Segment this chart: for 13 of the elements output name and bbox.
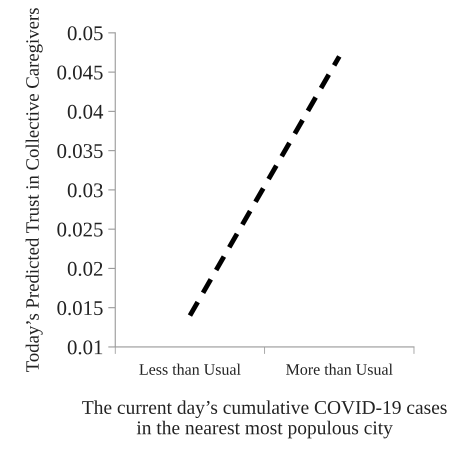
x-tick-label: Less than Usual: [139, 364, 241, 375]
y-axis-title: Today’s Predicted Trust in Collective Caregivers: [26, 8, 43, 372]
y-tick-label: 0.05: [68, 26, 103, 40]
x-axis-title: The current day’s cumulative COVID-19 cases in the nearest most populous city: [82, 400, 447, 438]
y-tick-label: 0.01: [68, 340, 102, 354]
y-tick-label: 0.02: [68, 262, 102, 276]
y-tick-label: 0.045: [57, 65, 103, 80]
y-tick-label: 0.03: [68, 183, 103, 198]
y-tick-label: 0.04: [68, 104, 104, 119]
y-tick-label: 0.025: [57, 222, 103, 237]
x-tick-label: More than Usual: [286, 364, 393, 375]
y-tick-label: 0.015: [57, 301, 103, 316]
y-tick-label: 0.035: [57, 144, 103, 158]
